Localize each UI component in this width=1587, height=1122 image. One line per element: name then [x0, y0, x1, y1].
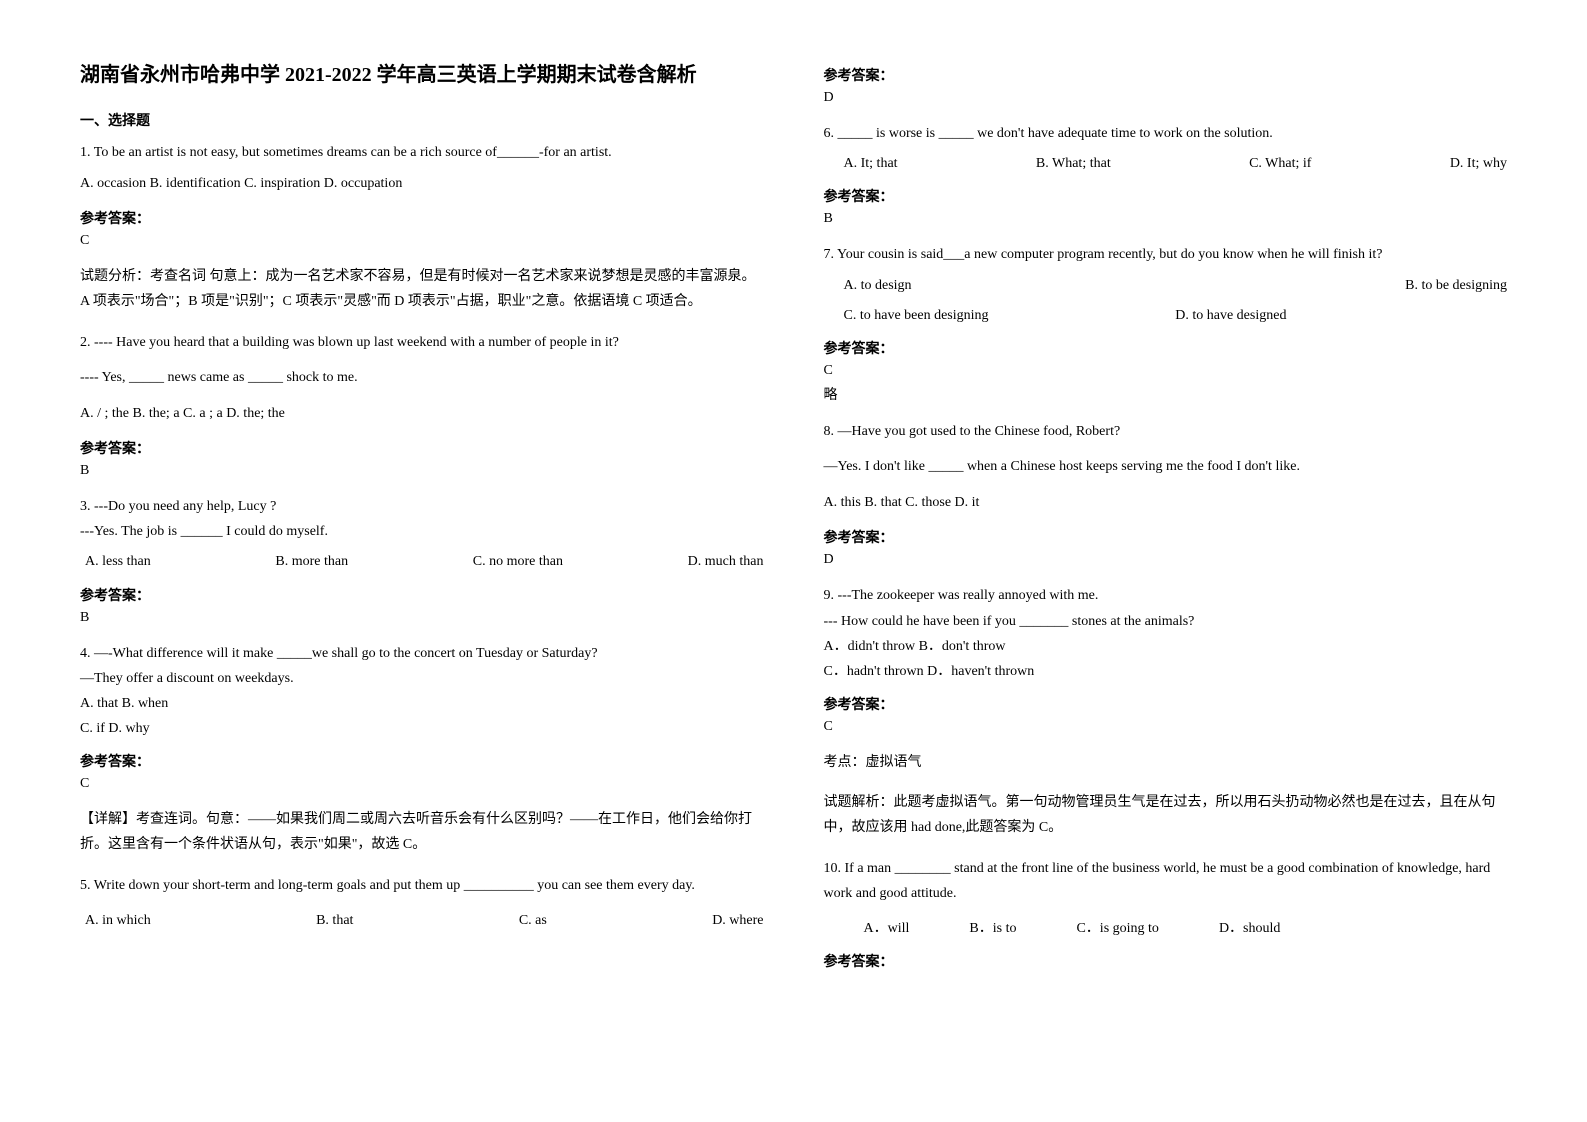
q3-optA: A. less than — [85, 549, 151, 574]
q4-explanation: 【详解】考查连词。句意：——如果我们周二或周六去听音乐会有什么区别吗？——在工作… — [80, 807, 764, 857]
q8-line2: —Yes. I don't like _____ when a Chinese … — [824, 454, 1508, 479]
q5-text: 5. Write down your short-term and long-t… — [80, 873, 764, 898]
q7-optD: D. to have designed — [1175, 303, 1507, 328]
q10-optC: C．is going to — [1076, 916, 1158, 941]
answer-label-5: 参考答案： — [824, 65, 1508, 85]
q7-optA: A. to design — [844, 273, 1176, 298]
q7-text: 7. Your cousin is said___a new computer … — [824, 242, 1508, 267]
q8-answer: D — [824, 552, 1508, 568]
q7-answer: C — [824, 363, 1508, 379]
q8-options: A. this B. that C. those D. it — [824, 489, 1508, 517]
question-1: 1. To be an artist is not easy, but some… — [80, 140, 764, 198]
q3-text: 3. ---Do you need any help, Lucy ? — [80, 494, 764, 519]
question-6: 6. _____ is worse is _____ we don't have… — [824, 121, 1508, 176]
question-4: 4. —-What difference will it make _____w… — [80, 641, 764, 742]
q5-optB: B. that — [316, 908, 353, 933]
q10-optA: A．will — [864, 916, 910, 941]
answer-label-2: 参考答案： — [80, 438, 764, 458]
q5-optC: C. as — [519, 908, 547, 933]
exam-title: 湖南省永州市哈弗中学 2021-2022 学年高三英语上学期期末试卷含解析 — [80, 60, 764, 90]
q2-text: 2. ---- Have you heard that a building w… — [80, 330, 764, 355]
question-3: 3. ---Do you need any help, Lucy ? ---Ye… — [80, 494, 764, 575]
q1-explanation: 试题分析：考查名词 句意上：成为一名艺术家不容易，但是有时候对一名艺术家来说梦想… — [80, 264, 764, 314]
q5-optD: D. where — [712, 908, 763, 933]
q2-line2: ---- Yes, _____ news came as _____ shock… — [80, 365, 764, 390]
q6-answer: B — [824, 211, 1508, 227]
q10-text: 10. If a man ________ stand at the front… — [824, 856, 1508, 906]
q10-optD: D．should — [1219, 916, 1280, 941]
q7-optB: B. to be designing — [1175, 273, 1507, 298]
q3-answer: B — [80, 610, 764, 626]
q2-options: A. / ; the B. the; a C. a ; a D. the; th… — [80, 400, 764, 428]
q4-answer: C — [80, 776, 764, 792]
q6-optA: A. It; that — [844, 151, 898, 176]
q9-line2: --- How could he have been if you ______… — [824, 609, 1508, 634]
q1-text: 1. To be an artist is not easy, but some… — [80, 140, 764, 165]
q4-line2: —They offer a discount on weekdays. — [80, 666, 764, 691]
q3-line2: ---Yes. The job is ______ I could do mys… — [80, 519, 764, 544]
q10-optB: B．is to — [969, 916, 1016, 941]
q6-optD: D. It; why — [1450, 151, 1507, 176]
q7-note: 略 — [824, 384, 1508, 404]
q6-text: 6. _____ is worse is _____ we don't have… — [824, 121, 1508, 146]
answer-label-7: 参考答案： — [824, 338, 1508, 358]
q9-topic: 考点：虚拟语气 — [824, 750, 1508, 775]
q5-answer: D — [824, 90, 1508, 106]
q9-optsCD: C．hadn't thrown D．haven't thrown — [824, 659, 1508, 684]
answer-label-1: 参考答案： — [80, 208, 764, 228]
q2-answer: B — [80, 463, 764, 479]
answer-label-9: 参考答案： — [824, 694, 1508, 714]
q1-options: A. occasion B. identification C. inspira… — [80, 170, 764, 198]
question-10: 10. If a man ________ stand at the front… — [824, 856, 1508, 942]
q3-optD: D. much than — [688, 549, 764, 574]
q9-explanation: 试题解析：此题考虚拟语气。第一句动物管理员生气是在过去，所以用石头扔动物必然也是… — [824, 790, 1508, 840]
q5-optA: A. in which — [85, 908, 151, 933]
q9-text: 9. ---The zookeeper was really annoyed w… — [824, 583, 1508, 608]
answer-label-4: 参考答案： — [80, 751, 764, 771]
section-header: 一、选择题 — [80, 110, 764, 130]
q4-text: 4. —-What difference will it make _____w… — [80, 641, 764, 666]
answer-label-8: 参考答案： — [824, 527, 1508, 547]
q7-optC: C. to have been designing — [844, 303, 1176, 328]
question-2: 2. ---- Have you heard that a building w… — [80, 330, 764, 428]
q9-optsAB: A．didn't throw B．don't throw — [824, 634, 1508, 659]
q8-text: 8. —Have you got used to the Chinese foo… — [824, 419, 1508, 444]
answer-label-3: 参考答案： — [80, 585, 764, 605]
q6-optB: B. What; that — [1036, 151, 1111, 176]
question-8: 8. —Have you got used to the Chinese foo… — [824, 419, 1508, 517]
q6-optC: C. What; if — [1249, 151, 1311, 176]
q1-answer: C — [80, 233, 764, 249]
answer-label-10: 参考答案： — [824, 951, 1508, 971]
question-9: 9. ---The zookeeper was really annoyed w… — [824, 583, 1508, 684]
left-column: 湖南省永州市哈弗中学 2021-2022 学年高三英语上学期期末试卷含解析 一、… — [50, 60, 794, 1062]
question-5: 5. Write down your short-term and long-t… — [80, 873, 764, 933]
q9-answer: C — [824, 719, 1508, 735]
question-7: 7. Your cousin is said___a new computer … — [824, 242, 1508, 328]
q4-optsAB: A. that B. when — [80, 691, 764, 716]
q3-optC: C. no more than — [473, 549, 563, 574]
answer-label-6: 参考答案： — [824, 186, 1508, 206]
right-column: 参考答案： D 6. _____ is worse is _____ we do… — [794, 60, 1538, 1062]
q4-optsCD: C. if D. why — [80, 716, 764, 741]
q3-optB: B. more than — [275, 549, 348, 574]
